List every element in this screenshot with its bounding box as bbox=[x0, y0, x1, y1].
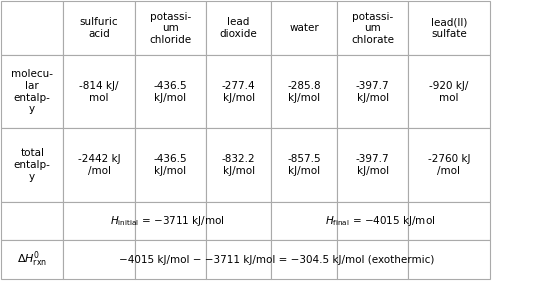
Text: -436.5
kJ/mol: -436.5 kJ/mol bbox=[153, 154, 187, 176]
Text: sulfuric
acid: sulfuric acid bbox=[80, 17, 118, 39]
Text: -285.8
kJ/mol: -285.8 kJ/mol bbox=[287, 81, 321, 103]
Text: water: water bbox=[289, 23, 319, 33]
Text: -832.2
kJ/mol: -832.2 kJ/mol bbox=[222, 154, 256, 176]
Text: -920 kJ/
mol: -920 kJ/ mol bbox=[429, 81, 469, 103]
Text: $H_{\rm initial}$ = −3711 kJ/mol: $H_{\rm initial}$ = −3711 kJ/mol bbox=[110, 214, 225, 228]
Text: $H_{\rm final}$ = −4015 kJ/mol: $H_{\rm final}$ = −4015 kJ/mol bbox=[325, 214, 436, 228]
Text: -397.7
kJ/mol: -397.7 kJ/mol bbox=[356, 154, 390, 176]
Text: lead
dioxide: lead dioxide bbox=[220, 17, 257, 39]
Text: -2760 kJ
/mol: -2760 kJ /mol bbox=[428, 154, 470, 176]
Text: total
entalp-
y: total entalp- y bbox=[14, 148, 51, 182]
Text: lead(II)
sulfate: lead(II) sulfate bbox=[431, 17, 467, 39]
Text: -436.5
kJ/mol: -436.5 kJ/mol bbox=[153, 81, 187, 103]
Text: $\Delta H^0_{\rm rxn}$: $\Delta H^0_{\rm rxn}$ bbox=[17, 250, 47, 269]
Text: molecu-
lar
entalp-
y: molecu- lar entalp- y bbox=[11, 69, 53, 114]
Text: -277.4
kJ/mol: -277.4 kJ/mol bbox=[222, 81, 256, 103]
Text: −4015 kJ/mol − −3711 kJ/mol = −304.5 kJ/mol (exothermic): −4015 kJ/mol − −3711 kJ/mol = −304.5 kJ/… bbox=[119, 255, 434, 265]
Text: potassi-
um
chloride: potassi- um chloride bbox=[149, 12, 191, 45]
Text: -397.7
kJ/mol: -397.7 kJ/mol bbox=[356, 81, 390, 103]
Text: -814 kJ/
mol: -814 kJ/ mol bbox=[79, 81, 119, 103]
Text: -2442 kJ
/mol: -2442 kJ /mol bbox=[78, 154, 120, 176]
Text: potassi-
um
chlorate: potassi- um chlorate bbox=[351, 12, 394, 45]
Text: -857.5
kJ/mol: -857.5 kJ/mol bbox=[287, 154, 321, 176]
